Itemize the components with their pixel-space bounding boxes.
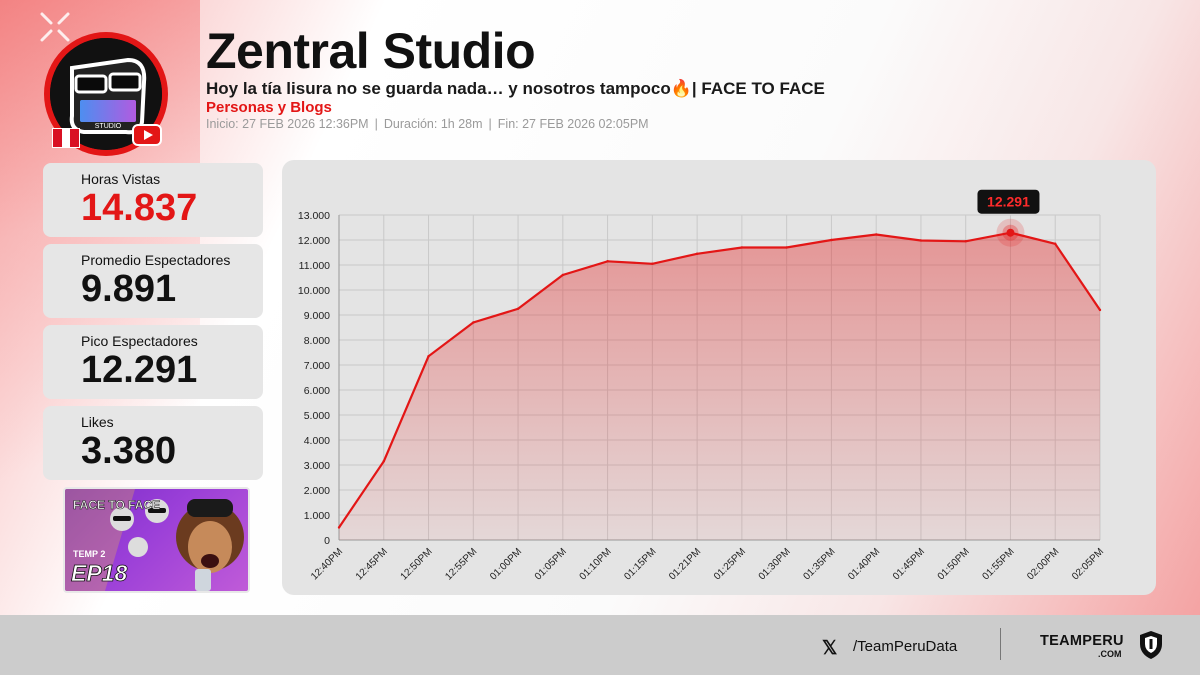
stat-card-average-viewers: Promedio Espectadores 9.891	[43, 244, 263, 318]
y-tick-label: 6.000	[304, 385, 330, 397]
x-tick-label: 12:40PM	[309, 546, 345, 582]
peak-point	[1006, 228, 1015, 237]
peak-label: 12.291	[987, 194, 1030, 210]
x-tick-label: 01:30PM	[757, 546, 793, 582]
viewers-line	[338, 231, 1101, 529]
data-point	[427, 355, 430, 358]
y-tick-label: 4.000	[304, 435, 330, 447]
social-handle-link[interactable]: /TeamPeruData	[853, 638, 958, 655]
stat-card-peak-viewers: Pico Espectadores 12.291	[43, 325, 263, 399]
thumbnail-episode-text: EP18	[71, 560, 127, 586]
viewers-chart-panel: 0 1.000 2.000 3.000 4.000 5.000 6.000 7.000 8.00…	[282, 160, 1156, 595]
stream-title: Hoy la tía lisura no se guarda nada… y n…	[206, 79, 825, 98]
y-tick-label: 10.000	[298, 285, 330, 297]
x-tick-label: 02:00PM	[1025, 546, 1061, 582]
thumbnail-face-text: FACE TO FACE	[73, 498, 160, 512]
x-tick-label: 12:55PM	[443, 546, 479, 582]
stat-label: Pico Espectadores	[81, 333, 198, 349]
data-point	[606, 260, 609, 263]
x-tick-label: 01:05PM	[533, 546, 569, 582]
y-tick-label: 13.000	[298, 210, 330, 222]
x-tick-label: 01:10PM	[578, 546, 614, 582]
brand-domain: .COM	[1098, 649, 1122, 659]
stream-meta: Inicio: 27 FEB 2026 12:36PM | Duración: 1h…	[206, 117, 649, 131]
peak-marker: 12.291	[977, 189, 1040, 247]
stat-card-hours-watched: Horas Vistas 14.837	[43, 163, 263, 237]
meta-separator: |	[488, 117, 492, 131]
data-point	[874, 233, 878, 236]
stat-value: 9.891	[81, 268, 177, 310]
y-tick-label: 11.000	[299, 260, 330, 272]
svg-text:STUDIO: STUDIO	[95, 123, 122, 130]
x-tick-label: 01:00PM	[488, 546, 524, 582]
data-point	[472, 321, 475, 324]
data-point	[964, 240, 967, 243]
y-tick-label: 9.000	[304, 310, 330, 322]
x-tick-label: 01:55PM	[981, 546, 1017, 582]
y-tick-label: 3.000	[304, 460, 330, 472]
data-point	[516, 307, 520, 310]
y-tick-label: 5.000	[304, 410, 330, 422]
footer-bar	[0, 615, 1200, 675]
data-point	[830, 238, 833, 242]
viewers-chart: 0 1.000 2.000 3.000 4.000 5.000 6.000 7.000 8.00…	[298, 189, 1106, 582]
y-tick-label: 0	[324, 535, 330, 547]
brand-logo[interactable]: TEAMPERU	[1040, 633, 1124, 649]
x-tick-label: 12:45PM	[354, 546, 390, 582]
y-tick-label: 2.000	[304, 485, 330, 497]
x-logo-icon[interactable]: 𝕏	[822, 638, 838, 659]
peak-label-box	[977, 189, 1040, 214]
stat-label: Horas Vistas	[81, 171, 161, 187]
data-point	[740, 246, 744, 249]
stat-label: Promedio Espectadores	[81, 252, 231, 268]
y-tick-label: 12.000	[298, 235, 330, 247]
stream-thumbnail[interactable]: FACE TO FACE TEMP 2 EP18	[63, 487, 250, 593]
stream-start: Inicio: 27 FEB 2026 12:36PM	[206, 117, 369, 131]
data-point	[695, 252, 699, 255]
x-tick-label: 02:05PM	[1070, 546, 1106, 582]
data-point	[919, 239, 923, 242]
youtube-icon	[132, 124, 162, 146]
stream-end: Fin: 27 FEB 2026 02:05PM	[497, 117, 649, 131]
thumbnail-art: FACE TO FACE TEMP 2 EP18	[65, 489, 244, 591]
x-tick-label: 01:45PM	[891, 546, 927, 582]
stat-value: 12.291	[81, 349, 198, 391]
viewers-area	[339, 232, 1100, 540]
x-tick-label: 01:25PM	[712, 546, 748, 582]
data-point	[337, 526, 341, 529]
corner-logo-icon	[40, 12, 70, 42]
stream-duration: Duración: 1h 28m	[383, 117, 483, 131]
thumbnail-temp-text: TEMP 2	[73, 549, 105, 559]
x-tick-label: 01:50PM	[936, 546, 972, 582]
data-point	[785, 246, 788, 249]
data-point	[1054, 242, 1057, 245]
peru-flag-icon	[52, 128, 80, 148]
shield-logo-icon	[1140, 631, 1162, 659]
x-axis: 12:40PM 12:45PM 12:50PM 12:55PM 01:00PM 01:05…	[309, 546, 1106, 582]
channel-avatar[interactable]: STUDIO	[44, 32, 196, 156]
x-tick-label: 01:40PM	[846, 546, 882, 582]
y-tick-label: 8.000	[304, 335, 330, 347]
stat-label: Likes	[81, 414, 114, 430]
y-tick-label: 7.000	[304, 360, 330, 372]
data-point	[651, 262, 654, 265]
x-tick-label: 01:15PM	[622, 546, 658, 582]
meta-separator: |	[374, 117, 378, 131]
y-axis: 0 1.000 2.000 3.000 4.000 5.000 6.000 7.000 8.00…	[298, 210, 330, 547]
data-point	[561, 273, 565, 277]
data-point	[1098, 308, 1102, 312]
data-point	[382, 460, 385, 463]
stat-value: 14.837	[81, 187, 198, 229]
data-points	[337, 231, 1102, 529]
footer-divider	[1000, 628, 1001, 660]
channel-name: Zentral Studio	[206, 23, 536, 79]
stat-value: 3.380	[81, 430, 177, 472]
x-tick-label: 01:35PM	[801, 546, 837, 582]
stat-card-likes: Likes 3.380	[43, 406, 263, 480]
stream-category: Personas y Blogs	[206, 99, 332, 116]
y-tick-label: 1.000	[304, 510, 330, 522]
x-tick-label: 01:21PM	[667, 546, 703, 582]
x-tick-label: 12:50PM	[399, 546, 435, 582]
